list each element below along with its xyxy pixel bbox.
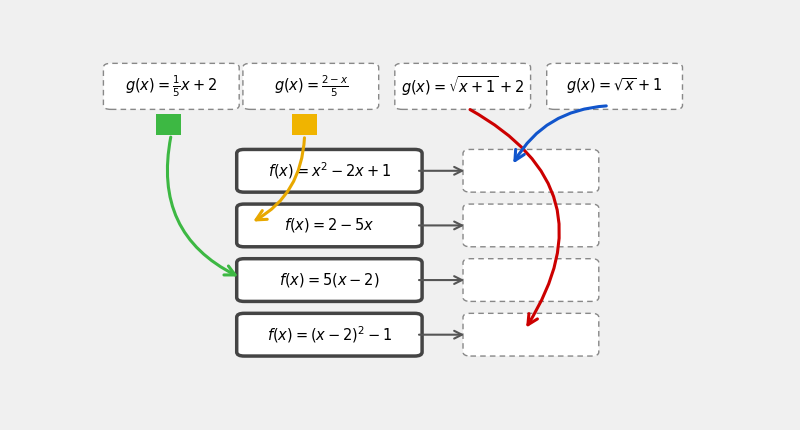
FancyBboxPatch shape bbox=[292, 114, 317, 135]
FancyBboxPatch shape bbox=[463, 204, 598, 247]
FancyBboxPatch shape bbox=[463, 150, 598, 192]
FancyBboxPatch shape bbox=[546, 63, 682, 109]
Text: $f(x)=x^2-2x+1$: $f(x)=x^2-2x+1$ bbox=[268, 160, 391, 181]
FancyBboxPatch shape bbox=[156, 114, 181, 135]
Text: $g(x)=\frac{1}{5}x+2$: $g(x)=\frac{1}{5}x+2$ bbox=[126, 74, 218, 99]
Text: $g(x)=\sqrt{x}+1$: $g(x)=\sqrt{x}+1$ bbox=[566, 77, 663, 96]
Text: $f(x)=2-5x$: $f(x)=2-5x$ bbox=[284, 216, 374, 234]
Text: $g(x)=\sqrt{x+1}+2$: $g(x)=\sqrt{x+1}+2$ bbox=[401, 74, 525, 98]
FancyBboxPatch shape bbox=[463, 259, 598, 301]
Text: $f(x)=5(x-2)$: $f(x)=5(x-2)$ bbox=[279, 271, 380, 289]
FancyBboxPatch shape bbox=[237, 150, 422, 192]
Text: $g(x)=\frac{2-x}{5}$: $g(x)=\frac{2-x}{5}$ bbox=[274, 74, 348, 99]
FancyBboxPatch shape bbox=[243, 63, 378, 109]
FancyBboxPatch shape bbox=[103, 63, 239, 109]
FancyBboxPatch shape bbox=[237, 313, 422, 356]
FancyBboxPatch shape bbox=[395, 63, 530, 109]
FancyBboxPatch shape bbox=[237, 204, 422, 247]
FancyBboxPatch shape bbox=[237, 259, 422, 301]
FancyBboxPatch shape bbox=[463, 313, 598, 356]
Text: $f(x)=(x-2)^2-1$: $f(x)=(x-2)^2-1$ bbox=[266, 324, 392, 345]
